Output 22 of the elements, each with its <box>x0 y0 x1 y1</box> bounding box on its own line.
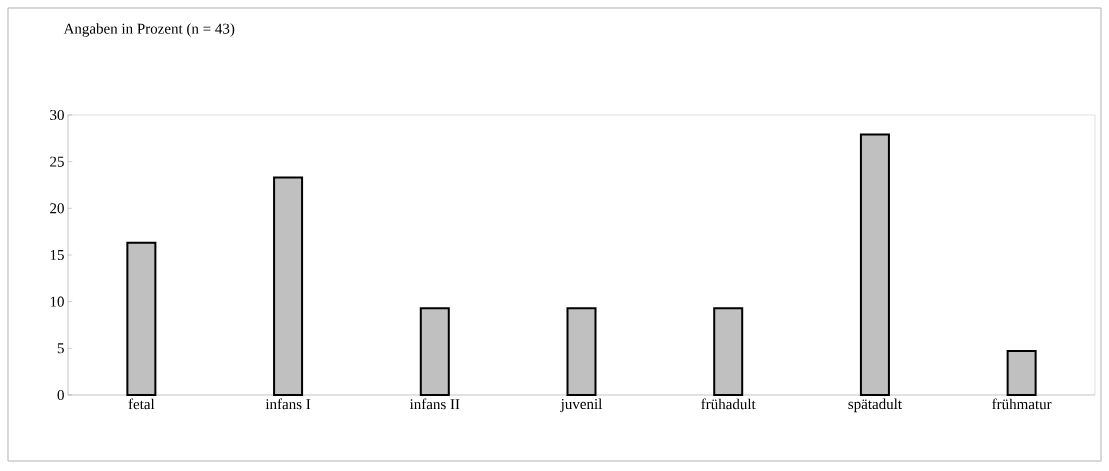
x-tick-label: frühadult <box>701 398 756 410</box>
x-tick-label: infans II <box>409 398 460 410</box>
bar <box>273 176 304 396</box>
bar <box>713 307 744 396</box>
y-tick-label: 0 <box>57 389 64 401</box>
y-tick-label: 25 <box>50 156 64 167</box>
bar <box>126 241 157 396</box>
x-tick-label: juvenil <box>560 398 603 413</box>
bar <box>1006 350 1037 396</box>
bar <box>859 133 890 396</box>
x-tick-label: infans I <box>265 398 311 410</box>
x-tick-label: fetal <box>128 398 155 410</box>
y-tick-label: 30 <box>50 109 64 121</box>
x-tick-label: frühmatur <box>992 398 1052 410</box>
bar <box>566 307 597 396</box>
y-tick-label: 20 <box>50 203 64 214</box>
y-tick-label: 15 <box>50 249 64 261</box>
x-tick-label: spätadult <box>848 398 902 413</box>
y-tick-label: 10 <box>50 296 64 307</box>
y-tick-label: 5 <box>57 343 64 354</box>
bar <box>419 307 450 396</box>
chart-title: Angaben in Prozent (n = 43) <box>63 23 235 37</box>
